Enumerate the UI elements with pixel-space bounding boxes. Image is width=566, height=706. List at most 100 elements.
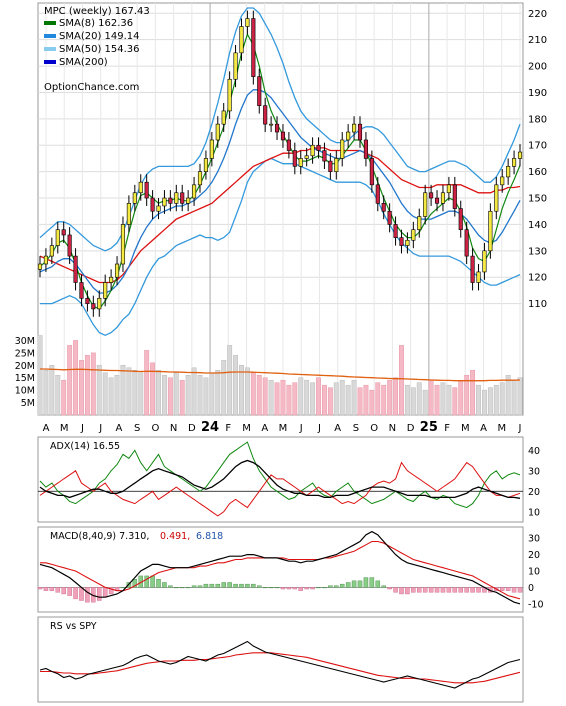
legend-swatch	[44, 60, 56, 64]
macd-signal-line	[40, 540, 521, 600]
macd-histogram-bar	[411, 587, 416, 593]
volume-bar	[345, 384, 351, 416]
macd-histogram-bar	[511, 587, 517, 593]
volume-bar	[90, 352, 96, 416]
adx-tick-label: 40	[528, 446, 540, 457]
candle-down	[369, 158, 374, 186]
x-tick-label: D	[407, 423, 415, 434]
sma20-line	[39, 89, 521, 294]
macd-histogram-bar	[67, 587, 72, 596]
candle-down	[464, 229, 469, 257]
price-tick-label: 190	[528, 88, 547, 99]
macd-histogram-bar	[328, 585, 333, 588]
macd-histogram-bar	[132, 579, 138, 588]
volume-tick-label: 5M	[21, 398, 35, 409]
volume-bar	[304, 379, 310, 416]
macd-histogram-bar	[239, 583, 244, 588]
macd-histogram-bar	[221, 582, 226, 588]
volume-bar	[274, 382, 280, 416]
volume-bar	[233, 355, 239, 416]
candle-down	[286, 139, 291, 151]
x-tick-label: A	[43, 423, 50, 434]
candle-down	[458, 208, 463, 231]
candle-up	[138, 181, 143, 194]
volume-bar	[156, 370, 161, 416]
x-tick-label: J	[518, 423, 522, 434]
macd-histogram-bar	[334, 585, 339, 588]
macd-histogram-bar	[434, 587, 440, 593]
macd-histogram-bar	[197, 585, 203, 588]
volume-bar	[375, 382, 381, 416]
macd-tick-label: 0	[528, 583, 534, 594]
macd-histogram-bar	[37, 587, 43, 590]
volume-bar	[517, 377, 523, 416]
candle-down	[292, 150, 297, 167]
volume-bar	[280, 379, 286, 416]
x-tick-label: M	[497, 423, 506, 434]
rs-average-line	[40, 652, 521, 684]
volume-bar	[440, 382, 446, 416]
x-tick-label: A	[261, 423, 268, 434]
volume-bar	[61, 379, 67, 416]
candle-up	[517, 151, 523, 159]
x-tick-label: J	[317, 423, 321, 434]
candle-down	[67, 234, 72, 257]
macd-histogram-bar	[156, 579, 161, 588]
candle-down	[263, 105, 268, 125]
legend-label: SMA(200)	[59, 57, 108, 68]
volume-bar	[150, 362, 156, 416]
volume-bar	[404, 384, 410, 416]
candle-up	[500, 176, 505, 186]
macd-histogram-bar	[499, 587, 505, 591]
macd-histogram-bar	[286, 587, 292, 590]
macd-histogram-bar	[43, 587, 49, 591]
candle-up	[334, 158, 339, 172]
candle-up	[209, 139, 214, 159]
volume-bar	[185, 374, 191, 416]
candle-down	[280, 131, 286, 141]
candle-up	[37, 263, 43, 270]
volume-tick-label: 10M	[15, 386, 35, 397]
macd-histogram-bar	[268, 587, 274, 589]
price-tick-label: 110	[528, 299, 547, 310]
macd-signal-label: 0.491,	[160, 531, 190, 542]
macd-histogram-bar	[168, 585, 173, 588]
macd-histogram-bar	[227, 582, 232, 588]
volume-bar	[316, 377, 321, 416]
macd-tick-label: 10	[528, 567, 540, 578]
price-tick-label: 160	[528, 167, 547, 178]
price-tick-label: 210	[528, 35, 547, 46]
macd-histogram-bar	[304, 587, 309, 590]
volume-bar	[126, 367, 132, 416]
adx-label: ADX(14) 16.55	[50, 441, 120, 452]
x-tick-label: S	[353, 423, 359, 434]
macd-histogram-bar	[55, 587, 61, 593]
candle-down	[85, 298, 90, 304]
price-panel-frame	[37, 2, 524, 416]
x-tick-label: A	[480, 423, 487, 434]
macd-hist-label: 6.818	[196, 531, 223, 542]
price-tick-label: 140	[528, 220, 547, 231]
macd-histogram-bar	[357, 580, 363, 588]
macd-histogram-bar	[316, 587, 321, 589]
volume-bar	[333, 382, 339, 416]
candle-up	[411, 229, 416, 241]
volume-tick-label: 15M	[15, 373, 35, 384]
candle-up	[55, 229, 60, 246]
volume-bar	[487, 387, 493, 416]
volume-bar	[393, 377, 399, 416]
candle-up	[132, 192, 137, 204]
volume-bar	[493, 384, 499, 416]
candle-down	[274, 123, 280, 133]
candle-down	[470, 255, 475, 283]
adx-tick-label: 30	[528, 466, 540, 477]
macd-histogram-bar	[464, 587, 469, 593]
candle-down	[73, 255, 78, 283]
x-tick-label: J	[80, 423, 84, 434]
volume-bar	[227, 345, 233, 416]
price-tick-label: 150	[528, 194, 547, 205]
volume-bar	[96, 365, 102, 416]
legend-label: SMA(50) 154.36	[59, 44, 140, 55]
candle-up	[352, 123, 357, 133]
